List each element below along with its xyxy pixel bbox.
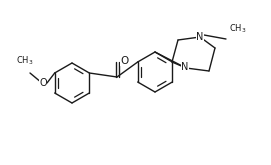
- Text: CH$_3$: CH$_3$: [16, 54, 34, 67]
- Text: O: O: [39, 78, 47, 88]
- Text: CH$_3$: CH$_3$: [229, 22, 247, 35]
- Text: N: N: [181, 62, 189, 72]
- Text: N: N: [196, 32, 204, 42]
- Text: O: O: [120, 56, 128, 66]
